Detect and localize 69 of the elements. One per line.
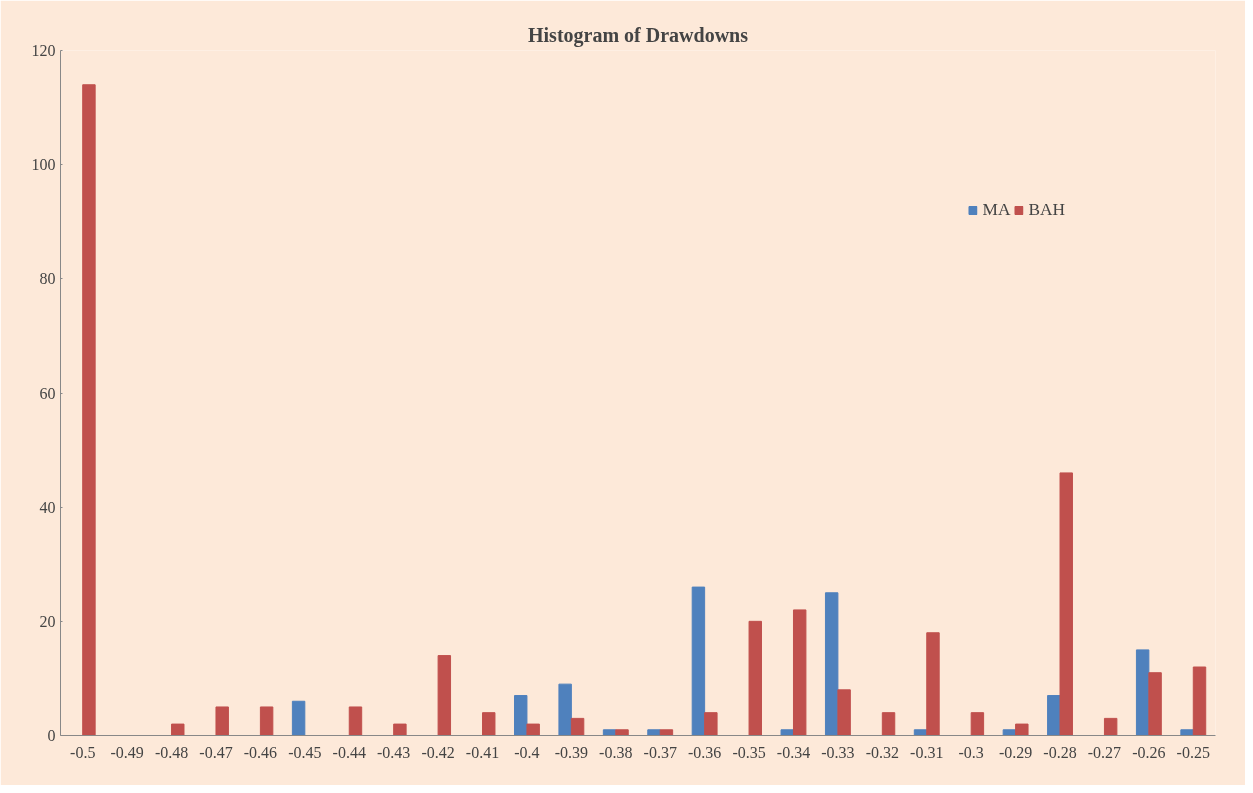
bar — [837, 689, 851, 736]
x-tick-label: -0.4 — [514, 743, 540, 761]
x-tick-label: -0.27 — [1087, 743, 1122, 761]
bar — [1148, 672, 1162, 736]
bar — [1059, 472, 1073, 736]
x-tick-label: -0.41 — [465, 743, 500, 761]
x-tick-label: -0.31 — [910, 743, 944, 761]
y-tick-label: 80 — [39, 270, 56, 288]
bar — [615, 729, 629, 736]
x-tick-label: -0.42 — [421, 743, 455, 761]
bar — [526, 723, 540, 736]
bar — [824, 592, 839, 736]
bar — [171, 723, 185, 736]
x-tick-label: -0.28 — [1043, 743, 1077, 761]
bar — [1103, 717, 1118, 736]
x-tick-label: -0.38 — [599, 743, 633, 761]
x-tick-label: -0.5 — [70, 743, 96, 761]
legend-label: BAH — [1028, 200, 1065, 220]
bar — [82, 84, 96, 736]
y-tick-label: 0 — [47, 727, 56, 744]
bar — [437, 655, 452, 736]
bar — [1015, 723, 1029, 736]
bar — [748, 620, 762, 736]
bar — [780, 729, 794, 736]
y-tick-label: 60 — [39, 384, 56, 402]
x-tick-label: -0.47 — [199, 743, 233, 761]
legend-label: MA — [982, 200, 1011, 220]
y-tick-label: 120 — [31, 42, 56, 59]
x-tick-label: -0.29 — [998, 743, 1033, 761]
x-tick-label: -0.3 — [958, 743, 984, 761]
bar — [558, 683, 572, 736]
x-tick-label: -0.43 — [377, 743, 411, 761]
bar — [348, 706, 363, 736]
bar — [691, 586, 706, 736]
x-tick-label: -0.25 — [1176, 743, 1210, 761]
chart-title: Histogram of Drawdowns — [528, 23, 749, 47]
y-tick-label: 40 — [39, 498, 56, 516]
x-tick-label: -0.48 — [154, 743, 189, 761]
x-tick-label: -0.32 — [865, 743, 899, 761]
bar — [393, 723, 407, 736]
bar — [482, 712, 496, 736]
bar — [647, 729, 661, 736]
x-tick-label: -0.36 — [687, 743, 722, 761]
x-tick-label: -0.49 — [110, 743, 144, 761]
bar — [1192, 666, 1207, 736]
bar — [259, 706, 274, 736]
bar — [1180, 729, 1194, 736]
x-tick-label: -0.33 — [821, 743, 855, 761]
x-tick-label: -0.46 — [243, 743, 278, 761]
bar — [926, 632, 940, 736]
y-tick-label: 100 — [31, 156, 56, 174]
bar — [659, 729, 674, 736]
bar — [514, 695, 528, 736]
bar — [215, 706, 229, 736]
x-tick-label: -0.34 — [776, 743, 811, 761]
x-tick-label: -0.45 — [288, 743, 322, 761]
x-tick-label: -0.26 — [1132, 743, 1166, 761]
x-tick-label: -0.39 — [554, 743, 589, 761]
bar — [881, 712, 896, 736]
bar — [1135, 649, 1150, 736]
y-tick-label: 20 — [39, 612, 56, 630]
x-tick-label: -0.37 — [643, 743, 677, 761]
bar — [570, 717, 585, 736]
bar — [704, 712, 718, 736]
bar — [970, 712, 985, 736]
bar — [792, 609, 807, 736]
x-tick-label: -0.35 — [732, 743, 766, 761]
x-tick-label: -0.44 — [332, 743, 366, 761]
bar — [291, 700, 306, 736]
